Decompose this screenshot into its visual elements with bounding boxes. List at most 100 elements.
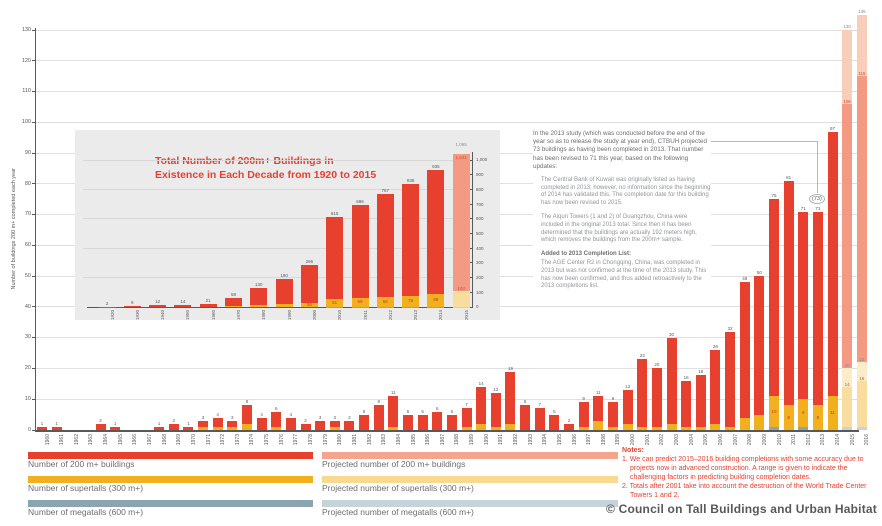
x-tick-label: 1984 [395, 434, 402, 446]
y-axis-line [35, 28, 36, 431]
inset-x-tick-label: 1960 [210, 310, 216, 321]
bar-segment-200m [300, 423, 311, 430]
inset-bar-value-label: 615 [330, 210, 339, 216]
study-note-added-body: The AGE Center R2 in Chongqing, China, w… [541, 260, 707, 290]
inset-y-axis-line [472, 152, 473, 308]
bar-segment-200m [373, 405, 384, 430]
bar-segment-supertall [681, 426, 692, 430]
inset-y-tick-mark [469, 203, 472, 205]
inset-bar-segment-200m [351, 204, 369, 299]
bar-value-label: 8 [245, 399, 249, 405]
inset-bar-segment-supertall [225, 306, 242, 307]
bar-segment-supertall [607, 426, 618, 430]
inset-bar-segment-200m [427, 169, 445, 294]
bar-segment-projected-supertall [856, 380, 867, 427]
legend-swatch-200m [28, 452, 313, 459]
y-tick-mark [32, 60, 35, 62]
bar-value-label: 4 [260, 411, 263, 417]
bar-segment-megatall [769, 426, 779, 430]
x-tick-label: 1966 [132, 434, 139, 446]
x-tick-label: 1991 [498, 434, 505, 446]
inset-x-tick-label: 1920 [109, 310, 115, 321]
inset-y-tick-mark [469, 247, 472, 249]
x-tick-label: 1963 [88, 434, 95, 446]
x-tick-label: 1997 [586, 434, 593, 446]
bar-supertall-label: 11 [830, 410, 835, 416]
x-tick-label: 2011 [791, 434, 798, 445]
bar-segment-supertall [622, 423, 633, 430]
x-tick-label: 1985 [410, 434, 417, 446]
x-tick-label: 1972 [220, 434, 227, 446]
gridline [35, 121, 859, 123]
bar-value-label: 11 [391, 390, 396, 396]
x-tick-label: 1998 [600, 434, 607, 446]
inset-bar-segment-200m [250, 287, 268, 306]
inset-bar-segment-supertall [250, 305, 268, 307]
bar-segment-200m [168, 423, 179, 430]
x-tick-label: 1986 [425, 434, 432, 446]
inset-y-tick-label: 400 [476, 245, 484, 251]
bar-value-label: 71 [815, 205, 821, 211]
bar-value-label: 8 [377, 399, 380, 405]
inset-bar-value-label: 1,041 [455, 154, 467, 160]
bar-value-label: 2 [304, 417, 307, 423]
note-item-1: 1. We can predict 2015–2016 building com… [622, 456, 864, 482]
inset-bar-segment-projected-200m [452, 153, 470, 292]
bar-segment-200m [198, 420, 209, 427]
gridline [35, 29, 859, 31]
inset-y-tick-mark [469, 233, 472, 234]
x-tick-label: 2012 [805, 434, 812, 446]
inset-x-tick-label: 1980 [261, 310, 267, 321]
bar-segment-projected-supertall-range [856, 362, 867, 381]
bar-segment-supertall [783, 405, 794, 430]
inset-bar-supertall-label: 103 [457, 285, 465, 291]
copyright: © Council on Tall Buildings and Urban Ha… [606, 502, 877, 516]
x-tick-label: 1962 [73, 434, 80, 446]
inset-bar-value-high-label: 1,065 [455, 141, 467, 147]
x-tick-label: 2005 [703, 434, 710, 446]
y-tick-mark [32, 29, 35, 31]
legend-label-projected-megatall: Projected number of megatalls (600 m+) [322, 507, 474, 517]
inset-x-tick-label: 2011 [362, 310, 368, 320]
bar-value-label: 1 [40, 420, 44, 426]
bar-value-label: 81 [786, 174, 792, 180]
inset-y-tick-mark [469, 262, 472, 264]
inset-y-tick-label: 800 [476, 186, 484, 192]
bar-segment-200m [739, 282, 750, 418]
x-tick-label: 1978 [308, 434, 315, 446]
bar-value-label: 20 [654, 362, 660, 368]
bar-value-label: 9 [582, 396, 585, 402]
x-tick-label: 1965 [117, 434, 124, 446]
bar-value-label: 16 [683, 374, 689, 380]
bar-segment-200m [183, 426, 194, 430]
y-tick-label: 30 [24, 334, 31, 341]
inset-bar-value-label: 190 [280, 273, 288, 279]
bar-segment-supertall [827, 396, 838, 430]
x-tick-label: 2000 [630, 434, 637, 446]
bar-segment-200m [520, 405, 531, 430]
x-tick-label: 1980 [337, 434, 344, 446]
x-tick-label: 1988 [454, 434, 461, 446]
bar-value-label: 1 [113, 420, 117, 426]
bar-segment-200m [651, 368, 662, 427]
y-tick-label: 20 [24, 365, 31, 372]
inset-bar-value-label: 2 [105, 300, 109, 306]
x-tick-label: 2006 [717, 434, 724, 446]
inset-bar-segment-200m [275, 279, 293, 304]
inset-y-tick-label: 900 [476, 172, 484, 178]
x-tick-label: 1989 [469, 434, 476, 446]
legend-item-projected-200m: Projected number of 200 m+ buildings [322, 452, 618, 470]
bar-segment-200m [666, 337, 677, 424]
y-tick-label: 70 [24, 211, 31, 218]
bar-segment-supertall [710, 423, 721, 430]
gridline [35, 91, 859, 93]
y-tick-label: 60 [24, 242, 31, 249]
inset-x-tick-label: 1930 [134, 310, 140, 321]
bar-value-label: 2 [172, 417, 175, 423]
legend: Number of 200 m+ buildings Number of sup… [0, 450, 882, 520]
bar-segment-projected-200m [842, 103, 853, 369]
bar-segment-projected-200m-range [842, 30, 853, 104]
bar-value-label: 5 [362, 408, 366, 414]
legend-label-projected-200m: Projected number of 200 m+ buildings [322, 459, 466, 469]
legend-item-projected-megatall: Projected number of megatalls (600 m+) [322, 500, 618, 518]
